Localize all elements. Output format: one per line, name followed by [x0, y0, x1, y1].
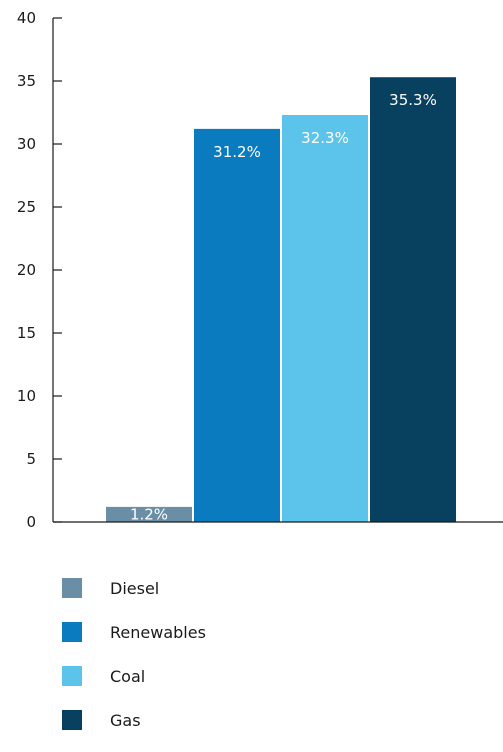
- y-tick-label: 0: [26, 513, 36, 531]
- legend-item-diesel: Diesel: [62, 576, 206, 600]
- data-label-coal: 32.3%: [301, 129, 349, 147]
- y-tick-label: 15: [17, 324, 36, 342]
- legend-item-gas: Gas: [62, 708, 206, 732]
- bar-coal: [282, 115, 368, 523]
- data-label-gas: 35.3%: [389, 91, 437, 109]
- legend-swatch: [62, 622, 82, 642]
- y-tick-label: 20: [17, 261, 36, 279]
- bar-renewables: [194, 128, 280, 522]
- legend-item-coal: Coal: [62, 664, 206, 688]
- data-label-diesel: 1.2%: [130, 505, 168, 523]
- legend-swatch: [62, 666, 82, 686]
- y-tick-label: 25: [17, 198, 36, 216]
- legend-label: Coal: [110, 666, 146, 686]
- legend-item-renewables: Renewables: [62, 620, 206, 644]
- y-tick-label: 5: [26, 450, 36, 468]
- bar-chart: 0 5 10 15 20 25 30 35 40 1.2% 31.2% 32.3% 35.3%: [17, 9, 503, 531]
- bar-gas: [370, 77, 456, 522]
- legend-label: Renewables: [110, 622, 206, 642]
- legend-label: Diesel: [110, 578, 160, 598]
- y-tick-label: 30: [17, 135, 36, 153]
- y-tick-label: 10: [17, 387, 36, 405]
- bar-diesel: [106, 506, 192, 522]
- y-tick-label: 35: [17, 72, 36, 90]
- legend-label: Gas: [110, 710, 141, 730]
- data-label-renewables: 31.2%: [213, 143, 261, 161]
- bars: 1.2% 31.2% 32.3% 35.3%: [106, 77, 456, 523]
- y-axis: 0 5 10 15 20 25 30 35 40: [17, 9, 62, 531]
- legend-swatch: [62, 710, 82, 730]
- legend-swatch: [62, 578, 82, 598]
- legend: Diesel Renewables Coal Gas: [62, 576, 206, 752]
- y-tick-label: 40: [17, 9, 36, 27]
